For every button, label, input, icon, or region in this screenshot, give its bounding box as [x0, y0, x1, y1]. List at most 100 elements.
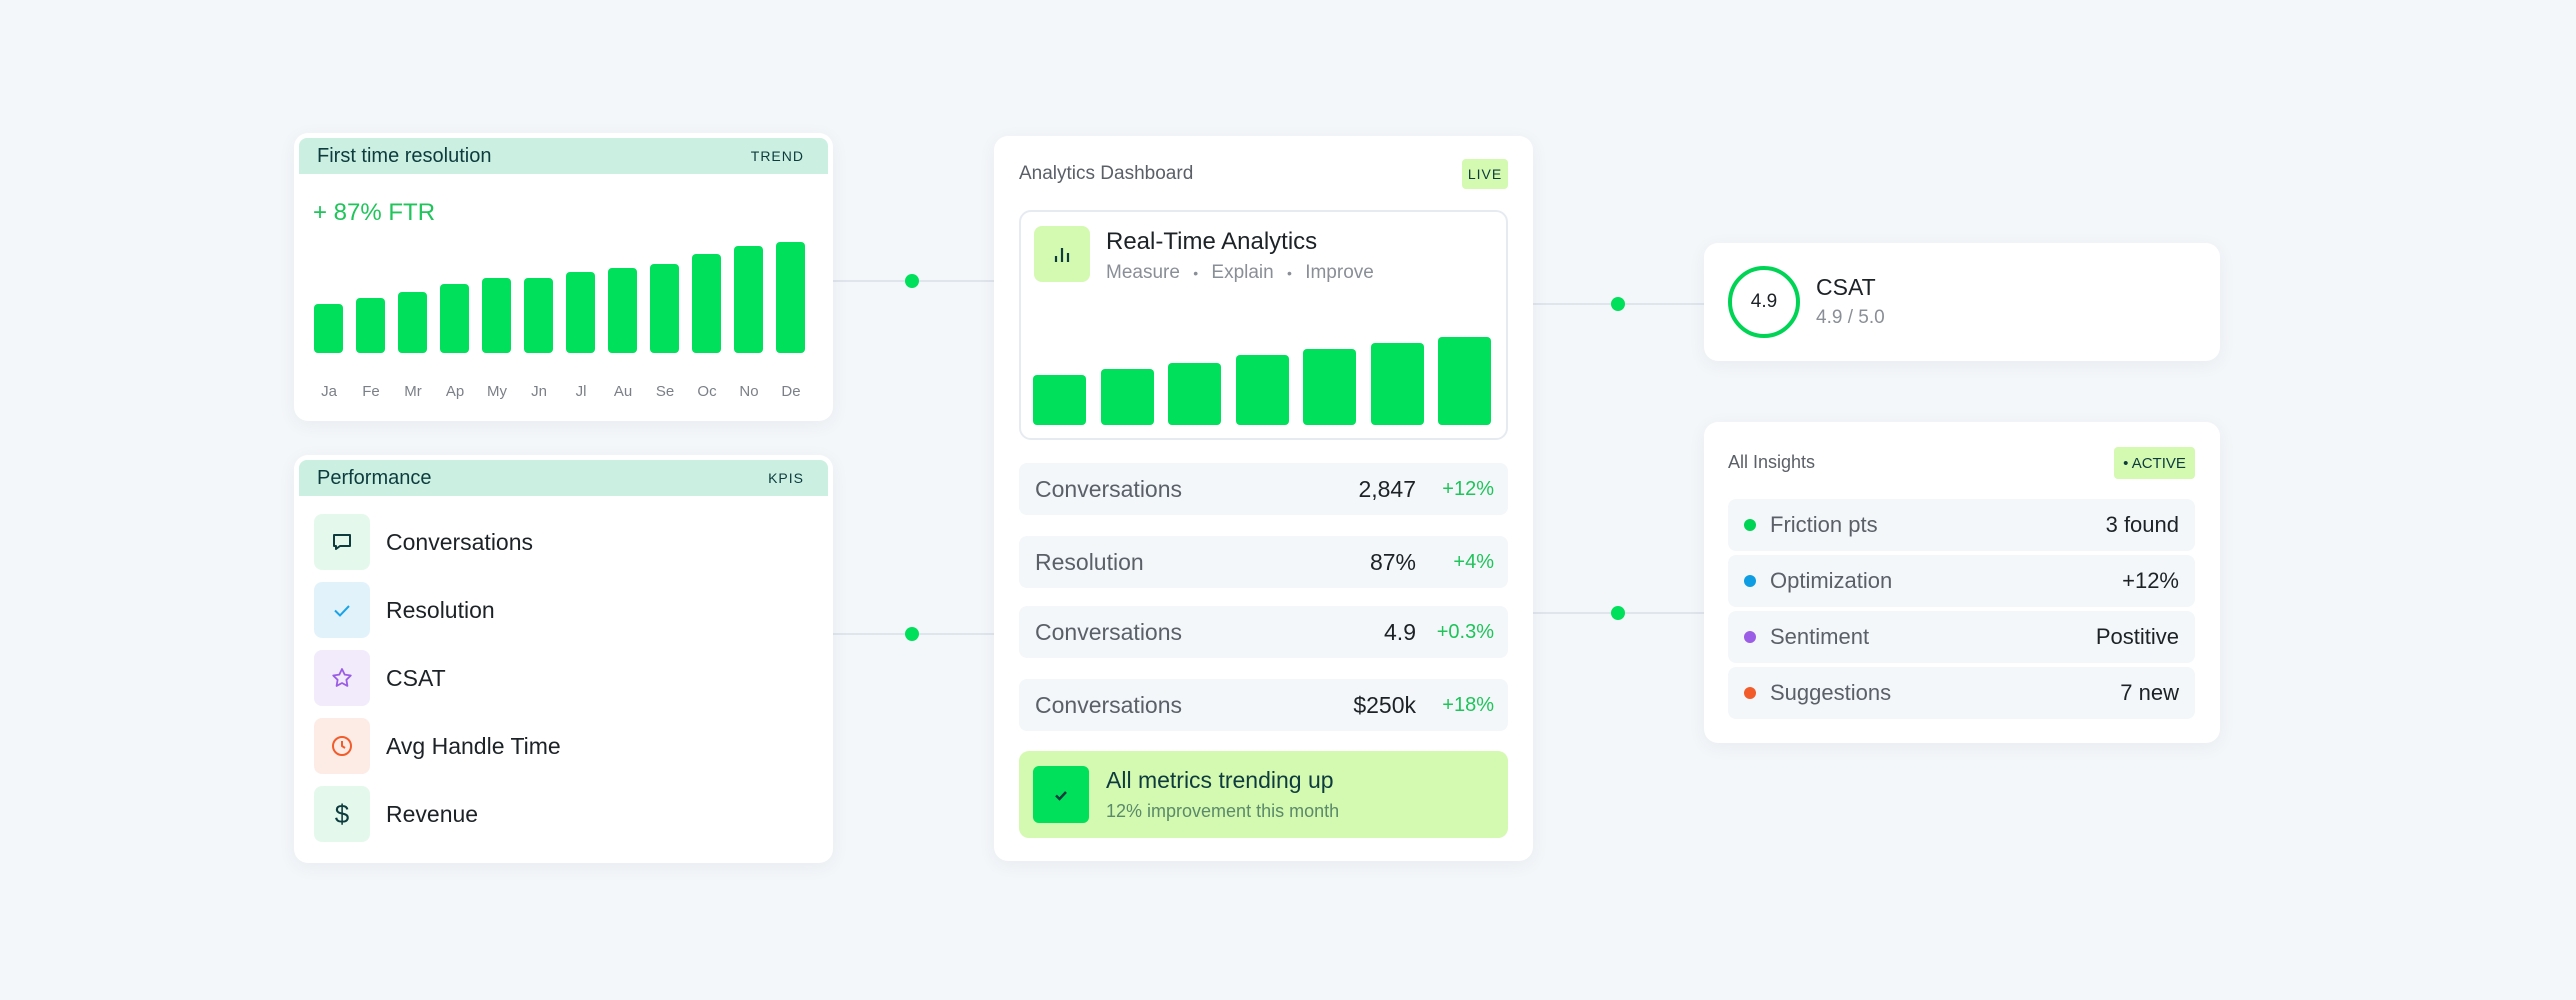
- performance-header: Performance KPIS: [299, 460, 828, 496]
- kpi-label: CSAT: [386, 664, 446, 691]
- active-badge: • ACTIVE: [2114, 447, 2195, 479]
- banner-title: All metrics trending up: [1106, 767, 1334, 793]
- ftr-bar-my: [482, 277, 511, 353]
- metric-value: 87%: [1369, 548, 1416, 575]
- metric-label: Conversations: [1035, 618, 1183, 645]
- ftr-month-label: Jn: [531, 383, 547, 400]
- ftr-bar-se: [650, 264, 679, 353]
- dashboard-card: Analytics Dashboard LIVE Real-Time Analy…: [994, 136, 1533, 861]
- kpi-item-csat[interactable]: CSAT: [314, 650, 446, 706]
- ftr-month-label: Ap: [445, 383, 465, 400]
- realtime-bar: [1235, 355, 1289, 425]
- ftr-month-label: No: [739, 383, 759, 400]
- realtime-title: Real-Time Analytics: [1106, 228, 1318, 255]
- ftr-month-label: My: [487, 383, 507, 400]
- ftr-chart: Ja Fe Mr Ap My Jn Jl Au Se Oc No De: [294, 133, 833, 421]
- insight-row[interactable]: Suggestions 7 new: [1728, 667, 2195, 719]
- insight-label: Suggestions: [1770, 680, 1892, 705]
- check-icon: [1033, 766, 1089, 823]
- connector-dot: [905, 627, 919, 641]
- performance-card: Performance KPIS Conversations Resolutio…: [294, 455, 833, 863]
- star-icon: [314, 650, 370, 706]
- insight-value: 3 found: [2105, 512, 2179, 537]
- realtime-panel: Real-Time Analytics Measure • Explain • …: [1019, 210, 1508, 440]
- csat-score-ring: 4.9: [1728, 266, 1800, 338]
- kpi-item-resolution[interactable]: Resolution: [314, 582, 495, 638]
- ftr-month-label: Au: [613, 383, 633, 400]
- banner-subtitle: 12% improvement this month: [1106, 801, 1340, 821]
- ftr-tag: TREND: [750, 148, 804, 164]
- status-dot-icon: [1744, 631, 1756, 643]
- realtime-chart: [1021, 212, 1506, 438]
- metric-row: Conversations 4.9 +0.3%: [1019, 606, 1508, 658]
- realtime-bar: [1168, 363, 1221, 425]
- metric-change: +18%: [1442, 693, 1494, 716]
- csat-subtitle: 4.9 / 5.0: [1816, 307, 1885, 328]
- realtime-bar: [1100, 368, 1154, 425]
- ftr-bar-de: [776, 242, 805, 353]
- metric-change: +0.3%: [1436, 620, 1494, 643]
- connector-dot: [1611, 297, 1625, 311]
- subtitle-improve: Improve: [1305, 262, 1374, 283]
- kpi-item-avg-handle-time[interactable]: Avg Handle Time: [314, 718, 561, 774]
- kpi-item-revenue[interactable]: $ Revenue: [314, 786, 478, 842]
- insight-value: 7 new: [2120, 680, 2179, 705]
- live-badge: LIVE: [1462, 159, 1508, 189]
- insight-label: Sentiment: [1770, 624, 1870, 649]
- ftr-month-label: Mr: [404, 383, 422, 400]
- ftr-bar-no: [734, 246, 763, 353]
- metric-change: +12%: [1442, 477, 1494, 500]
- metric-value: 4.9: [1384, 618, 1416, 645]
- insight-row[interactable]: Friction pts 3 found: [1728, 499, 2195, 551]
- ftr-month-label: De: [781, 383, 801, 400]
- ftr-bar-au: [608, 267, 637, 353]
- status-dot-icon: [1744, 687, 1756, 699]
- ftr-card: First time resolution TREND + 87% FTR Ja…: [294, 133, 833, 421]
- ftr-month-label: Oc: [697, 383, 717, 400]
- kpi-label: Avg Handle Time: [386, 732, 561, 759]
- insight-value: +12%: [2122, 568, 2179, 593]
- ftr-bar-jn: [524, 277, 553, 353]
- ftr-title: First time resolution: [317, 144, 492, 167]
- connector-dot: [1611, 606, 1625, 620]
- realtime-bar: [1438, 337, 1491, 425]
- ftr-bar-ja: [314, 304, 343, 353]
- ftr-bar-mr: [398, 291, 427, 353]
- subtitle-explain: Explain: [1211, 262, 1274, 283]
- ftr-header: First time resolution TREND: [299, 138, 828, 174]
- insight-row[interactable]: Sentiment Postitive: [1728, 611, 2195, 663]
- ftr-bar-jl: [566, 271, 595, 353]
- check-icon: [314, 582, 370, 638]
- kpi-label: Conversations: [386, 528, 534, 555]
- status-dot-icon: [1744, 575, 1756, 587]
- metric-value: $250k: [1353, 691, 1416, 718]
- metric-label: Conversations: [1035, 691, 1183, 718]
- realtime-bar: [1303, 349, 1356, 425]
- ftr-bar-oc: [692, 254, 721, 353]
- realtime-bar: [1370, 343, 1424, 425]
- kpi-item-conversations[interactable]: Conversations: [314, 514, 533, 570]
- realtime-bar: [1033, 374, 1086, 425]
- metric-row: Conversations $250k +18%: [1019, 679, 1508, 731]
- kpi-label: Revenue: [386, 800, 479, 827]
- realtime-subtitle: Measure • Explain • Improve: [1106, 262, 1374, 283]
- trend-banner: All metrics trending up 12% improvement …: [1019, 751, 1508, 838]
- metric-label: Resolution: [1035, 548, 1144, 575]
- subtitle-measure: Measure: [1106, 262, 1180, 283]
- performance-tag: KPIS: [768, 470, 804, 486]
- connector-dot: [905, 274, 919, 288]
- metric-label: Conversations: [1035, 475, 1183, 502]
- ftr-bar-ap: [440, 284, 469, 353]
- ftr-month-label: Ja: [321, 383, 337, 400]
- ftr-bar-fe: [356, 297, 385, 353]
- insight-row[interactable]: Optimization +12%: [1728, 555, 2195, 607]
- insights-card: All Insights • ACTIVE Friction pts 3 fou…: [1704, 422, 2220, 743]
- csat-card: 4.9 CSAT 4.9 / 5.0: [1704, 243, 2220, 361]
- metric-value: 2,847: [1358, 475, 1416, 502]
- clock-icon: [314, 718, 370, 774]
- status-dot-icon: [1744, 519, 1756, 531]
- ftr-month-label: Jl: [575, 383, 587, 400]
- dollar-icon: $: [314, 786, 370, 842]
- chat-bubble-icon: [314, 514, 370, 570]
- metric-change: +4%: [1453, 550, 1494, 573]
